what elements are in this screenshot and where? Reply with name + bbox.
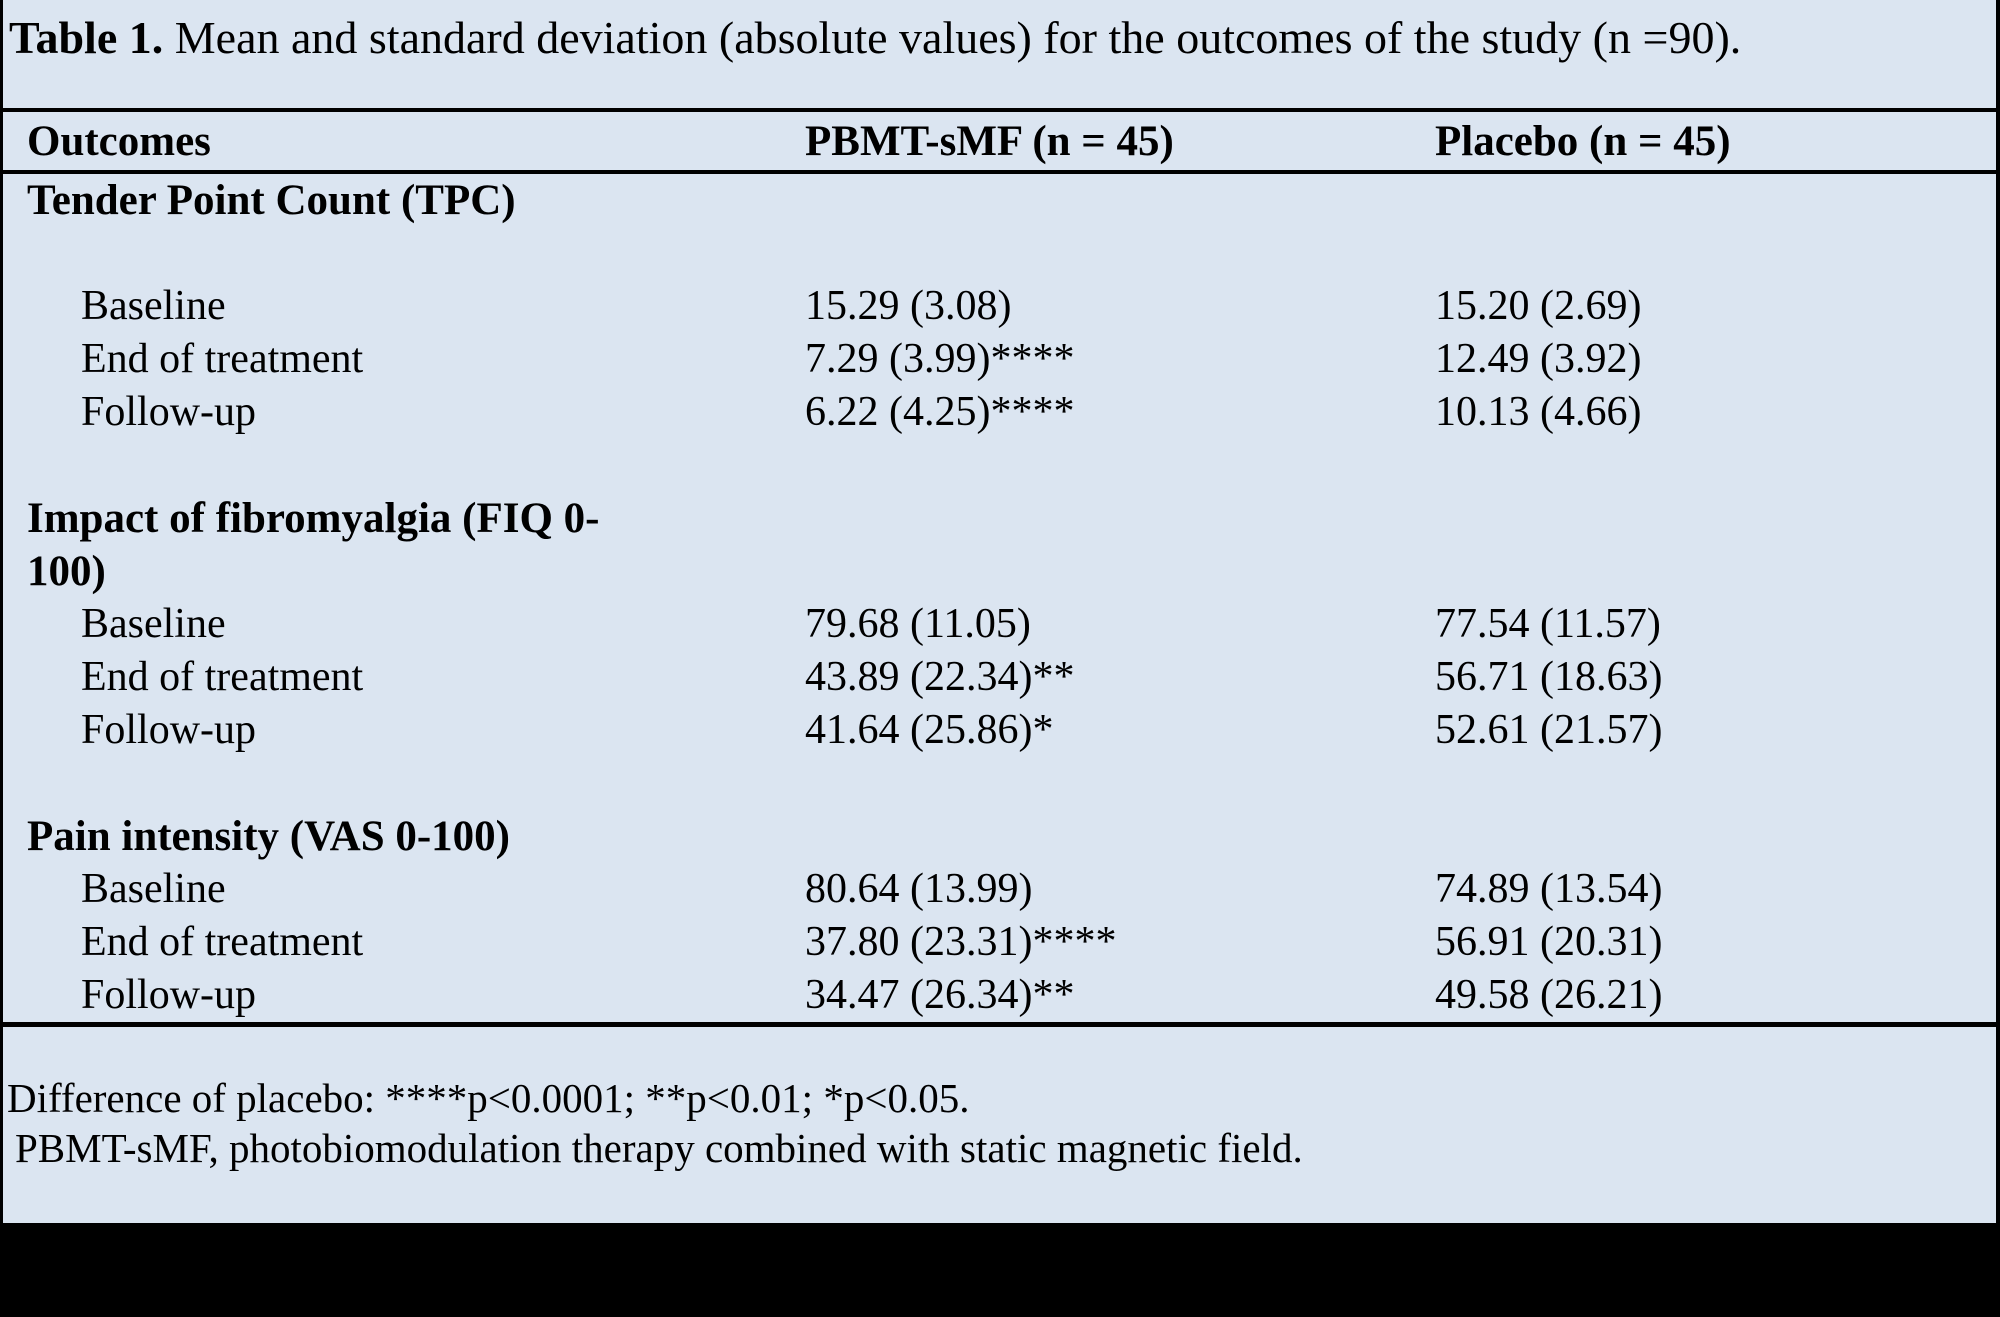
- outcomes-table: Outcomes PBMT-sMF (n = 45) Placebo (n = …: [3, 108, 1996, 1027]
- spacer-row: [3, 439, 1996, 492]
- placebo-value: 10.13 (4.66): [1435, 389, 1642, 435]
- pbmt-value: 79.68 (11.05): [805, 601, 1031, 647]
- data-row: End of treatment 7.29 (3.99)**** 12.49 (3.…: [3, 333, 1996, 386]
- section-header: Pain intensity (VAS 0-100): [3, 810, 805, 863]
- table-header-row: Outcomes PBMT-sMF (n = 45) Placebo (n = …: [3, 110, 1996, 174]
- placebo-value: 49.58 (26.21): [1435, 972, 1663, 1018]
- section-header: Tender Point Count (TPC): [3, 172, 805, 227]
- placebo-value: 12.49 (3.92): [1435, 336, 1642, 382]
- row-label: Follow-up: [81, 389, 257, 435]
- empty-cell: [805, 810, 1435, 863]
- spacer-cell: [3, 439, 1996, 492]
- section-header-text: Pain intensity (VAS 0-100): [27, 813, 510, 860]
- row-label: End of treatment: [81, 336, 364, 382]
- row-label: Baseline: [81, 601, 226, 647]
- row-label: End of treatment: [81, 919, 364, 965]
- footnote-significance: Difference of placebo: ****p<0.0001; **p…: [7, 1075, 970, 1121]
- row-label: Follow-up: [81, 707, 257, 753]
- footnote-abbreviation: PBMT-sMF, photobiomodulation therapy com…: [15, 1125, 1303, 1171]
- section-header-text: Tender Point Count (TPC): [27, 177, 516, 224]
- table-body: Tender Point Count (TPC) Baseline 15.29 (3…: [3, 172, 1996, 1025]
- empty-cell: [1435, 492, 1996, 598]
- table-footnotes: Difference of placebo: ****p<0.0001; **p…: [3, 1073, 1996, 1173]
- section-header-row: Impact of fibromyalgia (FIQ 0-100): [3, 492, 1996, 598]
- placebo-value: 15.20 (2.69): [1435, 283, 1642, 329]
- data-row: Baseline 79.68 (11.05) 77.54 (11.57): [3, 598, 1996, 651]
- placebo-value: 77.54 (11.57): [1435, 601, 1661, 647]
- pbmt-value: 7.29 (3.99)****: [805, 336, 1075, 382]
- placebo-value: 56.91 (20.31): [1435, 919, 1663, 965]
- caption-text: Mean and standard deviation (absolute va…: [163, 12, 1742, 63]
- pbmt-value: 80.64 (13.99): [805, 866, 1033, 912]
- bottom-black-bar: [0, 1223, 2000, 1317]
- row-label: End of treatment: [81, 654, 364, 700]
- empty-cell: [805, 492, 1435, 598]
- column-header-outcomes: Outcomes: [3, 110, 805, 174]
- column-header-placebo: Placebo (n = 45): [1435, 110, 1996, 174]
- pbmt-value: 43.89 (22.34)**: [805, 654, 1075, 700]
- pbmt-value: 37.80 (23.31)****: [805, 919, 1117, 965]
- pbmt-value: 6.22 (4.25)****: [805, 389, 1075, 435]
- empty-cell: [805, 172, 1435, 227]
- spacer-row: [3, 227, 1996, 280]
- empty-cell: [1435, 810, 1996, 863]
- data-row: Baseline 15.29 (3.08) 15.20 (2.69): [3, 280, 1996, 333]
- data-row: Baseline 80.64 (13.99) 74.89 (13.54): [3, 863, 1996, 916]
- row-label: Baseline: [81, 866, 226, 912]
- table-head: Outcomes PBMT-sMF (n = 45) Placebo (n = …: [3, 110, 1996, 174]
- spacer-cell: [3, 757, 1996, 810]
- placebo-value: 56.71 (18.63): [1435, 654, 1663, 700]
- section-header-row: Pain intensity (VAS 0-100): [3, 810, 1996, 863]
- section-header-row: Tender Point Count (TPC): [3, 172, 1996, 227]
- row-label: Baseline: [81, 283, 226, 329]
- spacer-cell: [3, 227, 1996, 280]
- table-figure-sheet: Table 1. Mean and standard deviation (ab…: [0, 0, 2000, 1223]
- section-header: Impact of fibromyalgia (FIQ 0-100): [3, 492, 805, 598]
- empty-cell: [1435, 172, 1996, 227]
- caption-label: Table 1.: [9, 12, 164, 63]
- placebo-value: 52.61 (21.57): [1435, 707, 1663, 753]
- table-caption: Table 1. Mean and standard deviation (ab…: [3, 0, 1996, 66]
- pbmt-value: 15.29 (3.08): [805, 283, 1012, 329]
- placebo-value: 74.89 (13.54): [1435, 866, 1663, 912]
- spacer-row: [3, 757, 1996, 810]
- column-header-pbmt: PBMT-sMF (n = 45): [805, 110, 1435, 174]
- row-label: Follow-up: [81, 972, 257, 1018]
- data-row: Follow-up 41.64 (25.86)* 52.61 (21.57): [3, 704, 1996, 757]
- section-header-text: Impact of fibromyalgia (FIQ 0-100): [27, 495, 600, 595]
- data-row: Follow-up 6.22 (4.25)**** 10.13 (4.66): [3, 386, 1996, 439]
- data-row: Follow-up 34.47 (26.34)** 49.58 (26.21): [3, 969, 1996, 1025]
- data-row: End of treatment 37.80 (23.31)**** 56.91 (…: [3, 916, 1996, 969]
- data-row: End of treatment 43.89 (22.34)** 56.71 (18…: [3, 651, 1996, 704]
- pbmt-value: 34.47 (26.34)**: [805, 972, 1075, 1018]
- pbmt-value: 41.64 (25.86)*: [805, 707, 1054, 753]
